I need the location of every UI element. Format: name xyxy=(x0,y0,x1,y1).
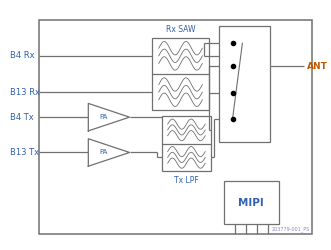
Bar xyxy=(162,116,211,171)
Text: 203779-001_PS: 203779-001_PS xyxy=(272,226,310,232)
Text: Rx SAW: Rx SAW xyxy=(166,25,195,34)
Text: PA: PA xyxy=(100,150,108,156)
Bar xyxy=(152,38,209,110)
Bar xyxy=(39,20,312,234)
Text: PA: PA xyxy=(100,114,108,120)
Text: B13 Tx: B13 Tx xyxy=(10,148,39,157)
Bar xyxy=(219,26,270,142)
Text: ANT: ANT xyxy=(307,62,328,71)
Text: B4 Tx: B4 Tx xyxy=(10,113,33,122)
Text: B13 Rx: B13 Rx xyxy=(10,88,40,97)
Text: Tx LPF: Tx LPF xyxy=(174,176,199,185)
Text: B4 Rx: B4 Rx xyxy=(10,51,34,60)
Bar xyxy=(224,181,279,224)
Text: MIPI: MIPI xyxy=(238,198,264,207)
